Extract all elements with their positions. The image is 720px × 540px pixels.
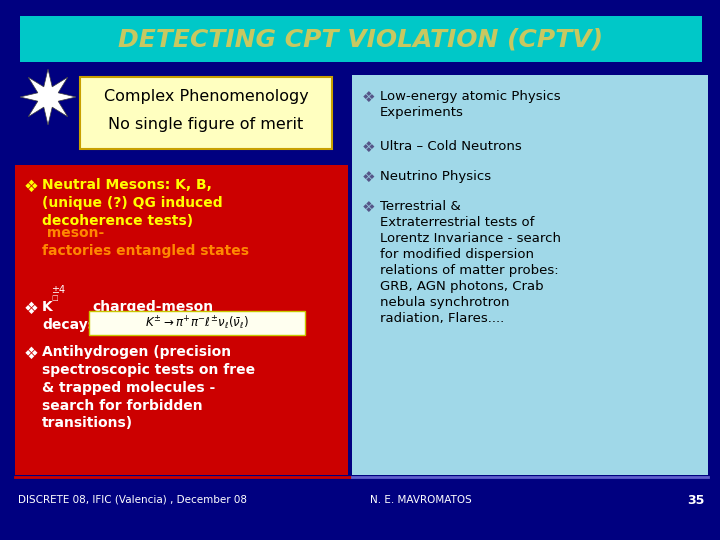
Text: Complex Phenomenology: Complex Phenomenology [104, 90, 308, 105]
Text: $K^{\pm} \rightarrow \pi^{+}\pi^{-}\ell^{\pm}\nu_{\ell}(\bar{\nu}_{\ell})$: $K^{\pm} \rightarrow \pi^{+}\pi^{-}\ell^… [145, 314, 249, 332]
Text: 35: 35 [688, 494, 705, 507]
Text: ❖: ❖ [24, 345, 39, 363]
Text: K: K [42, 300, 53, 314]
Text: DETECTING CPT VIOLATION (CPTV): DETECTING CPT VIOLATION (CPTV) [119, 27, 603, 51]
Text: Terrestrial &
Extraterrestrial tests of
Lorentz Invariance - search
for modified: Terrestrial & Extraterrestrial tests of … [380, 200, 561, 325]
FancyBboxPatch shape [80, 77, 332, 149]
Text: meson-
factories entangled states: meson- factories entangled states [42, 226, 249, 258]
Text: ❖: ❖ [362, 170, 376, 185]
Text: Antihydrogen (precision
spectroscopic tests on free
& trapped molecules -
search: Antihydrogen (precision spectroscopic te… [42, 345, 255, 430]
Text: decays: decays [42, 318, 96, 332]
Text: Neutrino Physics: Neutrino Physics [380, 170, 491, 183]
Text: ❖: ❖ [362, 200, 376, 215]
FancyBboxPatch shape [352, 75, 708, 475]
Text: ❖: ❖ [362, 90, 376, 105]
Text: ❖: ❖ [24, 300, 39, 318]
Text: □: □ [51, 295, 58, 301]
Text: DISCRETE 08, IFIC (Valencia) , December 08: DISCRETE 08, IFIC (Valencia) , December … [18, 495, 247, 505]
Text: Neutral Mesons: K, B,
(unique (?) QG induced
decoherence tests): Neutral Mesons: K, B, (unique (?) QG ind… [42, 178, 222, 228]
FancyBboxPatch shape [15, 165, 348, 475]
Text: No single figure of merit: No single figure of merit [109, 117, 304, 132]
FancyBboxPatch shape [20, 16, 702, 62]
Text: ±4: ±4 [51, 285, 65, 295]
Text: Ultra – Cold Neutrons: Ultra – Cold Neutrons [380, 140, 522, 153]
Text: ❖: ❖ [362, 140, 376, 155]
Text: Low-energy atomic Physics
Experiments: Low-energy atomic Physics Experiments [380, 90, 561, 119]
Text: N. E. MAVROMATOS: N. E. MAVROMATOS [370, 495, 472, 505]
Polygon shape [20, 69, 76, 125]
FancyBboxPatch shape [89, 311, 305, 335]
Text: charged-meson: charged-meson [92, 300, 213, 314]
Text: ❖: ❖ [24, 178, 39, 196]
